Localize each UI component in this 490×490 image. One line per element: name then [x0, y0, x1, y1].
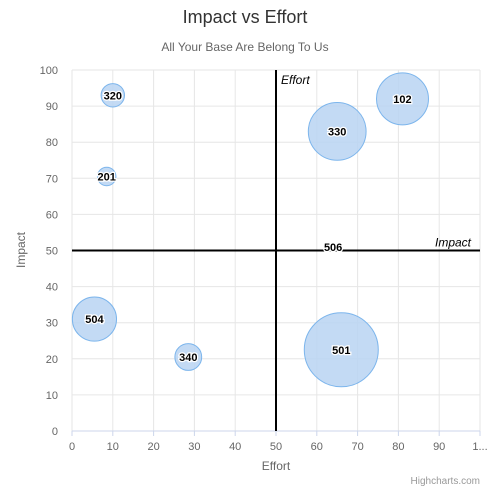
bubble-label-201: 201 [98, 171, 116, 183]
y-tick-label: 10 [46, 390, 58, 402]
bubble-label-320: 320 [104, 90, 122, 102]
x-axis-title: Effort [262, 459, 291, 473]
y-tick-label: 40 [46, 282, 58, 294]
y-plot-line-label: Impact [435, 236, 472, 250]
x-tick-label: 60 [311, 441, 323, 453]
bubble-340[interactable] [174, 343, 203, 371]
bubble-320[interactable] [100, 83, 126, 108]
y-tick-label: 90 [46, 101, 58, 113]
y-tick-label: 60 [46, 209, 58, 221]
y-tick-label: 50 [46, 246, 58, 258]
y-tick-label: 100 [40, 65, 58, 77]
y-tick-label: 20 [46, 354, 58, 366]
bubble-label-340: 340 [179, 352, 197, 364]
x-tick-label: 80 [392, 441, 404, 453]
bubble-330[interactable] [307, 101, 367, 161]
x-tick-label: 10 [107, 441, 119, 453]
axes: 0 10 20 30 40 50 60 70 80 90 1... 0 10 20 30 40 50 60 70 80… [40, 65, 488, 453]
bubble-501[interactable] [303, 312, 379, 388]
bubble-102[interactable] [375, 72, 429, 126]
chart-title: Impact vs Effort [183, 7, 308, 27]
x-tick-label: 1... [472, 441, 487, 453]
bubble-label-102: 102 [393, 94, 411, 106]
y-tick-label: 0 [52, 426, 58, 438]
bubble-504[interactable] [71, 296, 118, 342]
y-tick-label: 30 [46, 318, 58, 330]
credits-link[interactable]: Highcharts.com [411, 476, 480, 487]
x-tick-label: 90 [433, 441, 445, 453]
bubble-label-501: 501 [332, 345, 350, 357]
x-tick-label: 50 [270, 441, 282, 453]
bubbles [71, 72, 429, 388]
y-tick-label: 70 [46, 173, 58, 185]
bubble-labels: 320 201 330 102 506 504 340 501 [84, 89, 413, 365]
chart-subtitle: All Your Base Are Belong To Us [161, 40, 328, 54]
bubble-label-506: 506 [324, 242, 342, 254]
x-tick-label: 40 [229, 441, 241, 453]
bubble-201[interactable] [96, 166, 117, 187]
x-tick-label: 70 [351, 441, 363, 453]
y-tick-label: 80 [46, 137, 58, 149]
x-plot-line-label: Effort [281, 73, 310, 87]
x-tick-label: 30 [188, 441, 200, 453]
x-tick-label: 20 [147, 441, 159, 453]
plot-lines: Effort Impact [72, 70, 480, 431]
bubble-label-330: 330 [328, 126, 346, 138]
x-tick-label: 0 [69, 441, 75, 453]
y-axis-title: Impact [14, 231, 28, 268]
bubble-label-504: 504 [85, 314, 104, 326]
